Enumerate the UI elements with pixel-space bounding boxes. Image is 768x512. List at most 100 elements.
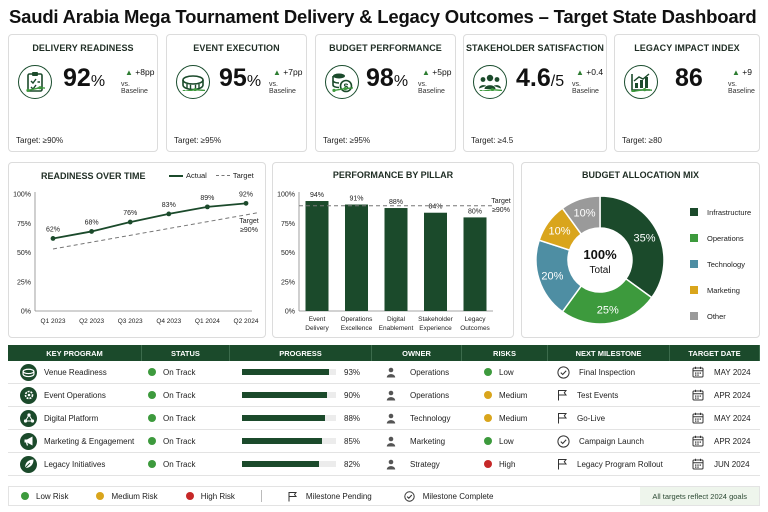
risk-dot [484,414,492,422]
sparkline-point [332,88,336,92]
gear-people-icon [20,386,37,404]
kpi-delta: ▲ +9 [732,67,752,77]
slice-label: 25% [597,304,619,316]
milestone-text: Final Inspection [579,367,636,377]
program-name: Marketing & Engagement [44,436,135,446]
risk-text: Medium [499,390,528,400]
person-icon [386,367,396,378]
column-header[interactable]: KEY PROGRAM [8,345,142,361]
progress-bar-fill [242,461,320,467]
kpi-sparkline [470,103,602,129]
legend-swatch [690,208,698,216]
legend-item: Technology [690,251,751,277]
x-category-label: Experience [419,325,452,332]
y-tick-label: 50% [281,250,295,257]
legend-label: Operations [707,233,744,243]
x-tick-label: Q4 2023 [156,318,181,325]
kpi-baseline: vs. Baseline [728,81,755,95]
kpi-target: Target: ≥4.5 [471,136,514,145]
program-table: KEY PROGRAM STATUS PROGRESS OWNER RISKS NEXT … [8,345,760,476]
actual-point [50,236,56,241]
progress-bar [242,392,336,398]
program-name: Legacy Initiatives [44,459,106,469]
risk-text: Low [499,436,514,446]
calendar-icon [692,458,704,470]
program-name: Venue Readiness [44,367,107,377]
table-row[interactable]: Legacy Initiatives On Track 82% Strategy… [8,453,760,476]
legend-low-risk: Low Risk [36,491,69,501]
owner-text: Technology [410,413,451,423]
owner-text: Operations [410,367,450,377]
bar [384,208,408,311]
kpi-card: STAKEHOLDER SATISFACTION 4.6/5 ▲ +0.4 vs… [463,34,607,152]
column-header[interactable]: NEXT MILESTONE [548,345,670,361]
kpi-target: Target: ≥95% [323,136,371,145]
sparkline-point [26,88,30,92]
person-icon [386,459,396,470]
slice-label: 20% [541,270,563,282]
page-title: Saudi Arabia Mega Tournament Delivery & … [9,6,757,27]
column-header[interactable]: STATUS [142,345,230,361]
column-header[interactable]: TARGET DATE [670,345,760,361]
actual-line [52,202,247,240]
x-tick-label: Q3 2023 [118,318,143,325]
target-date: APR 2024 [714,390,751,400]
kpi-delta: ▲ +8pp [125,67,154,77]
kpi-delta: ▲ +0.4 [576,67,603,77]
kpi-card: DELIVERY READINESS 92% ▲ +8pp vs. Baseli… [8,34,158,152]
y-tick-label: 25% [17,279,31,286]
target-label: Target [239,218,259,225]
legend-label: Marketing [707,285,740,295]
target-label: Target [491,198,511,205]
kpi-title: DELIVERY READINESS [32,43,134,53]
status-text: On Track [163,436,196,446]
pillar-bar-chart: 0% 25% 50% 75% 100% 94% Event Delivery 91% Operat… [277,192,511,333]
legend-label: Other [707,311,726,321]
column-header[interactable]: RISKS [462,345,548,361]
target-line [52,212,259,250]
y-tick-label: 75% [17,221,31,228]
up-triangle-icon: ▲ [576,68,584,77]
kpi-value-number: 92 [63,64,91,92]
calendar-icon [692,412,704,424]
owner-text: Marketing [410,436,446,446]
sparkline-point [490,88,495,91]
status-text: On Track [163,413,196,423]
flag-icon [288,491,298,502]
legend-label: Technology [707,259,745,269]
kpi-delta-value: +8pp [135,67,155,77]
progress-bar-fill [242,369,330,375]
kpi-icon-badge [473,65,507,99]
table-row[interactable]: Digital Platform On Track 88% Technology… [8,407,760,430]
table-row[interactable]: Venue Readiness On Track 93% Operations … [8,361,760,384]
progress-value: 82% [344,459,361,469]
status-dot [148,414,156,422]
kpi-value-unit: % [393,73,409,90]
calendar-icon [692,366,704,378]
column-header[interactable]: PROGRESS [230,345,372,361]
kpi-icon-badge: $ [325,65,359,99]
kpi-delta-value: +9 [742,67,752,77]
legend-item: Infrastructure [690,199,751,225]
owner-text: Strategy [410,459,440,469]
kpi-value: 4.6/5 [516,64,564,93]
table-row[interactable]: Marketing & Engagement On Track 85% Mark… [8,430,760,453]
progress-bar-fill [242,415,325,421]
donut-slice [561,195,601,236]
sparkline-point [193,88,197,91]
high-risk-dot [185,492,194,500]
status-dot [148,368,156,376]
svg-text:$: $ [344,81,349,91]
kpi-value-number: 95 [219,64,247,92]
budget-legend: Infrastructure Operations Technology Market… [690,199,751,329]
flag-icon [557,389,568,401]
risk-text: Low [499,367,514,377]
status-text: On Track [163,459,196,469]
table-row[interactable]: Event Operations On Track 90% Operations… [8,384,760,407]
column-header[interactable]: OWNER [372,345,462,361]
x-tick-label: Q2 2024 [234,318,259,325]
owner-text: Operations [410,390,450,400]
legend-swatch [690,234,698,242]
x-tick-label: Q1 2023 [41,318,66,325]
kpi-target: Target: ≥80 [622,136,662,145]
